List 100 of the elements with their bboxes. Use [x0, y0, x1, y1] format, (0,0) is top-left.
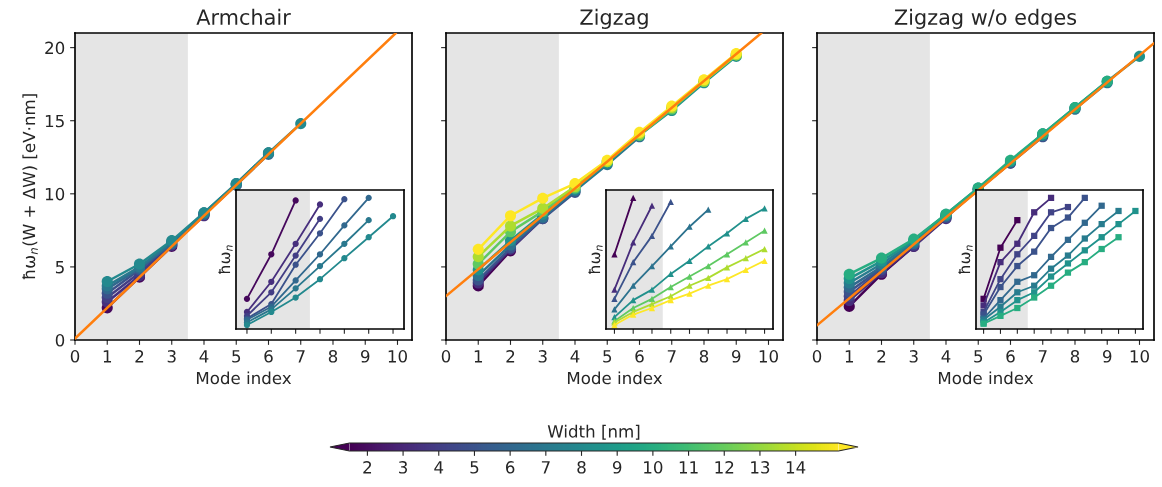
chart-title: Armchair: [196, 8, 291, 25]
point: [365, 194, 372, 201]
point: [742, 255, 749, 262]
color-bar-label: 2: [363, 461, 372, 474]
point: [611, 306, 618, 313]
point: [742, 215, 749, 222]
point: [1064, 260, 1072, 267]
point: [667, 198, 674, 205]
point: [843, 268, 855, 280]
point: [1064, 203, 1072, 211]
x-tick-label: 3: [909, 350, 918, 363]
point: [268, 289, 275, 296]
point: [1014, 217, 1021, 224]
x-tick-label: 0: [70, 350, 80, 363]
x-tick-label: 5: [603, 350, 612, 363]
y-tick-label: 15: [45, 114, 64, 128]
point: [1064, 214, 1072, 221]
point: [1047, 265, 1055, 272]
point: [341, 196, 348, 203]
point: [1014, 240, 1021, 247]
x-tick-label: 10: [759, 350, 778, 363]
y-tick-label: 5: [55, 261, 64, 274]
color-bar-label: 9: [612, 461, 622, 474]
point: [705, 262, 712, 270]
chart-title: Zigzag: [580, 8, 648, 29]
point: [389, 213, 397, 220]
x-tick-label: 10: [1130, 350, 1149, 363]
point: [504, 220, 517, 232]
chart-title: Zigzag w/o edges: [894, 8, 1077, 29]
point: [648, 304, 656, 312]
point: [537, 192, 549, 204]
point: [292, 294, 299, 301]
x-tick-label: 8: [328, 350, 338, 363]
color-bar-title: Width [nm]: [547, 424, 640, 440]
y-axis-title: ħω$_{n}$: [218, 245, 233, 275]
color-bar-label: 6: [506, 461, 515, 474]
point: [292, 252, 299, 259]
point: [648, 232, 656, 240]
point: [705, 243, 712, 250]
x-axis-title: Mode index: [567, 371, 663, 385]
point: [1047, 282, 1055, 289]
x-tick-label: 8: [1070, 350, 1080, 363]
point: [742, 266, 749, 274]
color-bar-label: 10: [644, 461, 663, 474]
color-bar-label: 12: [715, 461, 734, 474]
point: [611, 286, 618, 293]
point: [1031, 209, 1038, 216]
y-axis-title: ħω$_{n}$(W + ΔW) [eV·nm]: [22, 94, 38, 280]
x-axis-title: Mode index: [196, 371, 292, 385]
point: [316, 201, 324, 208]
point: [997, 312, 1004, 320]
point: [316, 251, 324, 258]
point: [341, 222, 348, 229]
point: [1014, 297, 1021, 304]
point: [1098, 234, 1105, 241]
point: [341, 240, 348, 247]
point: [1064, 236, 1072, 243]
x-tick-label: 10: [388, 350, 407, 363]
point: [504, 210, 517, 222]
y-tick-label: 10: [45, 187, 65, 201]
point: [667, 297, 674, 304]
point: [1115, 220, 1122, 228]
point: [686, 223, 693, 230]
point: [1014, 251, 1021, 258]
point: [1047, 224, 1055, 232]
point: [243, 295, 251, 302]
point: [316, 262, 324, 270]
point: [1081, 219, 1088, 226]
point: [686, 273, 693, 280]
point: [686, 282, 693, 289]
point: [292, 240, 299, 247]
x-tick-label: 7: [667, 350, 676, 363]
point: [292, 285, 299, 292]
point: [1031, 232, 1038, 240]
point: [316, 230, 324, 237]
point: [705, 282, 712, 289]
x-tick-label: 2: [877, 350, 886, 363]
x-tick-label: 9: [360, 350, 370, 363]
color-bar-label: 14: [786, 461, 806, 474]
point: [1031, 294, 1038, 301]
x-tick-label: 0: [812, 350, 822, 363]
x-tick-label: 2: [506, 350, 515, 363]
point: [648, 262, 656, 270]
point: [761, 227, 768, 234]
y-tick-label: 0: [55, 333, 65, 347]
point: [630, 239, 637, 246]
point: [365, 234, 372, 241]
point: [1081, 194, 1088, 201]
point: [292, 261, 299, 268]
point: [667, 283, 674, 291]
point: [316, 276, 324, 283]
point: [1081, 235, 1088, 242]
x-tick-label: 6: [635, 350, 644, 363]
point: [761, 257, 768, 264]
point: [1064, 269, 1072, 276]
x-tick-label: 8: [699, 350, 709, 363]
color-bar-label: 4: [434, 461, 444, 474]
point: [341, 255, 348, 262]
x-tick-label: 7: [1038, 350, 1047, 363]
point: [292, 277, 299, 284]
